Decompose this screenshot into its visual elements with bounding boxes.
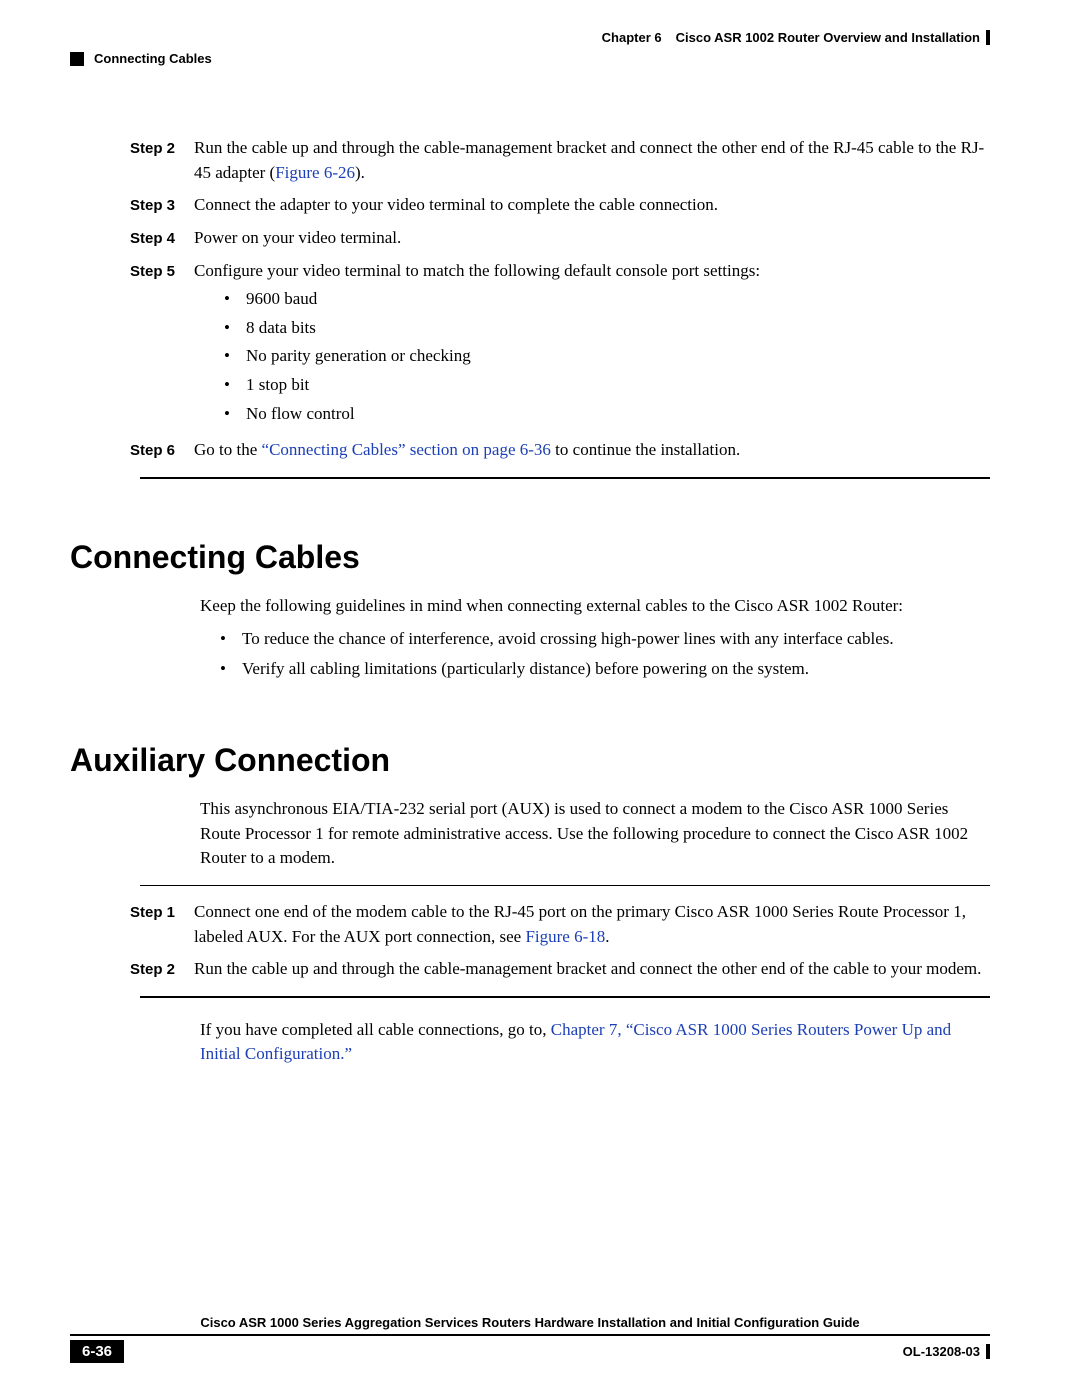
step-text: Configure your video terminal to match t… — [194, 259, 990, 431]
doc-id: OL-13208-03 — [903, 1344, 990, 1359]
list-item: •To reduce the chance of interference, a… — [220, 627, 990, 652]
step-label: Step 6 — [130, 438, 194, 463]
step-text: Run the cable up and through the cable-m… — [194, 136, 990, 185]
page-header: Chapter 6 Cisco ASR 1002 Router Overview… — [70, 30, 990, 45]
list-item: •No parity generation or checking — [224, 344, 990, 369]
list-item: •8 data bits — [224, 316, 990, 341]
steps-block-1: Step 2 Run the cable up and through the … — [130, 136, 990, 463]
closing-paragraph: If you have completed all cable connecti… — [200, 1018, 990, 1067]
page: Chapter 6 Cisco ASR 1002 Router Overview… — [0, 0, 1080, 1397]
step-text: Go to the “Connecting Cables” section on… — [194, 438, 990, 463]
page-subheader: Connecting Cables — [70, 51, 990, 66]
divider — [140, 885, 990, 886]
bullet-list: •9600 baud •8 data bits •No parity gener… — [224, 287, 990, 426]
step-row: Step 6 Go to the “Connecting Cables” sec… — [130, 438, 990, 463]
section2-intro: This asynchronous EIA/TIA-232 serial por… — [200, 797, 990, 871]
footer-row: 6-36 OL-13208-03 — [70, 1340, 990, 1363]
step-row: Step 2 Run the cable up and through the … — [130, 957, 990, 982]
step-label: Step 2 — [130, 136, 194, 185]
section1-intro: Keep the following guidelines in mind wh… — [200, 594, 990, 619]
step-text: Power on your video terminal. — [194, 226, 990, 251]
step-label: Step 5 — [130, 259, 194, 431]
step-text: Connect the adapter to your video termin… — [194, 193, 990, 218]
list-item: •9600 baud — [224, 287, 990, 312]
step-label: Step 4 — [130, 226, 194, 251]
chapter-title: Cisco ASR 1002 Router Overview and Insta… — [676, 30, 980, 45]
figure-link[interactable]: Figure 6-26 — [275, 163, 355, 182]
section-crumb: Connecting Cables — [94, 51, 212, 66]
page-number: 6-36 — [70, 1340, 124, 1363]
steps-block-2: Step 1 Connect one end of the modem cabl… — [130, 900, 990, 982]
step-row: Step 3 Connect the adapter to your video… — [130, 193, 990, 218]
divider — [140, 477, 990, 479]
section-heading-connecting-cables: Connecting Cables — [70, 539, 990, 576]
figure-link[interactable]: Figure 6-18 — [525, 927, 605, 946]
step-label: Step 3 — [130, 193, 194, 218]
step-row: Step 5 Configure your video terminal to … — [130, 259, 990, 431]
header-marker-icon — [70, 52, 84, 66]
step-label: Step 2 — [130, 957, 194, 982]
list-item: •No flow control — [224, 402, 990, 427]
step-row: Step 1 Connect one end of the modem cabl… — [130, 900, 990, 949]
section-link[interactable]: “Connecting Cables” section on page 6-36 — [262, 440, 551, 459]
step-row: Step 2 Run the cable up and through the … — [130, 136, 990, 185]
page-footer: Cisco ASR 1000 Series Aggregation Servic… — [70, 1315, 990, 1363]
step-label: Step 1 — [130, 900, 194, 949]
bullet-list: •To reduce the chance of interference, a… — [220, 627, 990, 682]
list-item: •1 stop bit — [224, 373, 990, 398]
step-text: Run the cable up and through the cable-m… — [194, 957, 990, 982]
step-text: Connect one end of the modem cable to th… — [194, 900, 990, 949]
list-item: •Verify all cabling limitations (particu… — [220, 657, 990, 682]
divider — [140, 996, 990, 998]
step-row: Step 4 Power on your video terminal. — [130, 226, 990, 251]
section-heading-auxiliary-connection: Auxiliary Connection — [70, 742, 990, 779]
footer-doc-title: Cisco ASR 1000 Series Aggregation Servic… — [70, 1315, 990, 1336]
chapter-label: Chapter 6 — [602, 30, 662, 45]
